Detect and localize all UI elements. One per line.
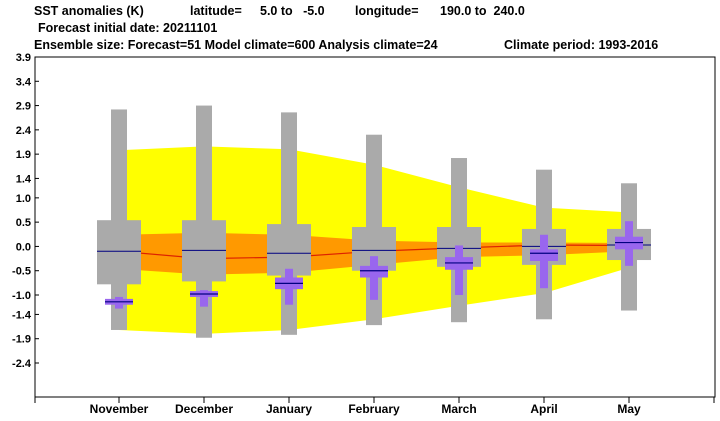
forecast-box-april: [530, 249, 558, 261]
y-tick-label-7: 0.5: [16, 217, 31, 229]
forecast-whisker-february: [370, 256, 378, 300]
latitude-label: latitude=: [190, 4, 242, 18]
y-tick-label-4: 1.9: [16, 149, 31, 161]
y-tick-label-3: 2.4: [16, 125, 32, 137]
y-tick-label-13: -2.4: [12, 358, 32, 370]
ensemble-info: Ensemble size: Forecast=51 Model climate…: [34, 38, 438, 52]
y-tick-label-2: 2.9: [16, 101, 31, 113]
x-tick-label-december: December: [175, 402, 233, 416]
y-tick-label-1: 3.4: [16, 76, 32, 88]
y-tick-label-11: -1.4: [12, 309, 32, 321]
longitude-range: 190.0 to 240.0: [440, 4, 525, 18]
x-tick-label-february: February: [348, 402, 400, 416]
y-tick-label-0: 3.9: [16, 52, 31, 64]
x-tick-label-march: March: [441, 402, 476, 416]
forecast-whisker-december: [200, 290, 208, 307]
y-tick-label-12: -1.9: [12, 334, 31, 346]
y-tick-label-9: -0.5: [12, 266, 31, 278]
forecast-box-february: [360, 265, 388, 278]
longitude-label: longitude=: [355, 4, 419, 18]
chart-header: SST anomalies (K) latitude= 5.0 to -5.0 …: [0, 0, 720, 56]
y-tick-label-8: 0.0: [16, 241, 31, 253]
x-tick-label-may: May: [617, 402, 641, 416]
climate-period: Climate period: 1993-2016: [504, 38, 659, 52]
model-box-january: [267, 224, 311, 276]
y-tick-label-5: 1.4: [16, 173, 32, 185]
plot-frame: [34, 56, 716, 398]
chart-title: SST anomalies (K): [34, 4, 144, 18]
y-tick-label-10: -1.0: [12, 290, 31, 302]
model-box-november: [97, 220, 141, 285]
x-tick-label-january: January: [266, 402, 312, 416]
forecast-whisker-march: [455, 245, 463, 295]
x-tick-label-november: November: [90, 402, 149, 416]
latitude-range: 5.0 to -5.0: [260, 4, 325, 18]
model-whisker-november: [111, 109, 127, 330]
forecast-whisker-april: [540, 234, 548, 289]
x-tick-label-april: April: [530, 402, 557, 416]
forecast-date: Forecast initial date: 20211101: [38, 21, 218, 35]
y-tick-label-6: 1.0: [16, 193, 31, 205]
